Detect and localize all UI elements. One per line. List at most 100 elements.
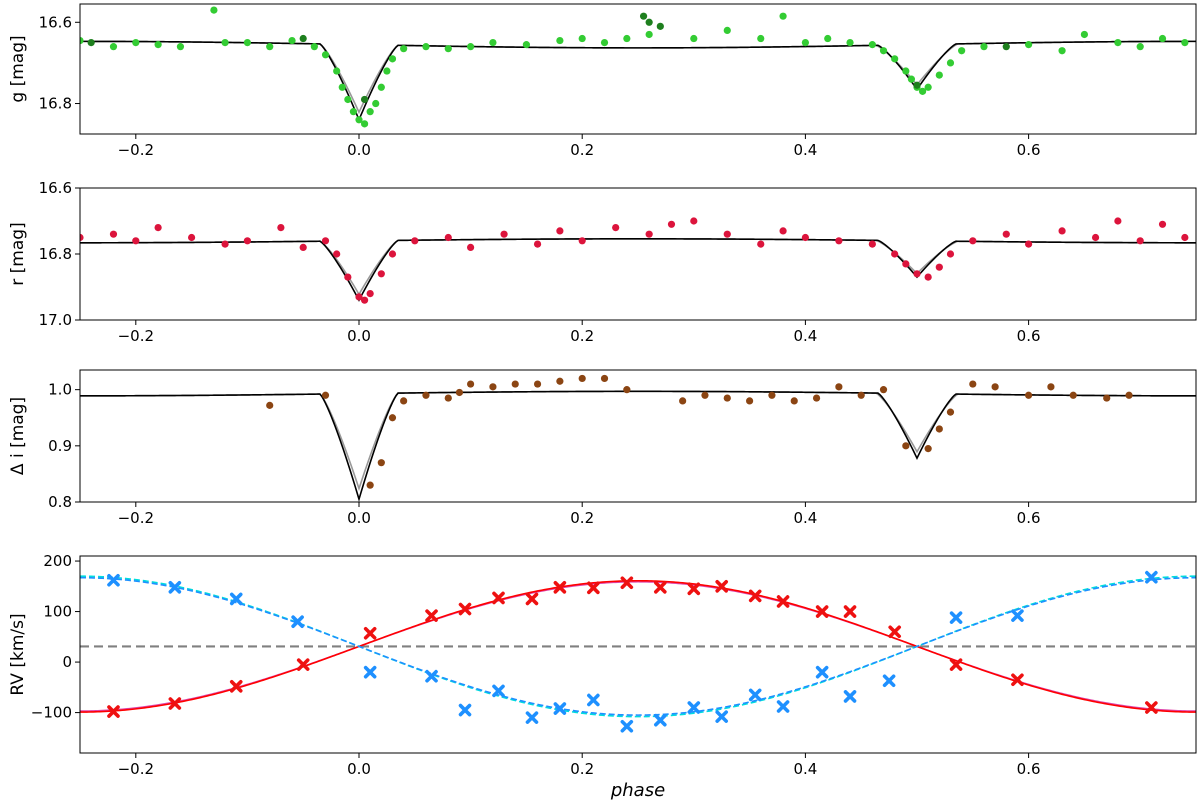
data-point — [321, 51, 330, 59]
data-point — [723, 26, 731, 35]
rv-model-primary — [80, 579, 1196, 713]
rv-measurement-primary — [687, 582, 701, 596]
x-axis-label: phase — [610, 780, 665, 801]
data-point — [388, 55, 397, 63]
rv-measurement-secondary — [620, 719, 634, 733]
data-point — [612, 224, 620, 232]
data-point — [623, 386, 631, 394]
data-point — [360, 296, 369, 304]
rv-measurement-primary — [107, 705, 120, 718]
data-point — [902, 442, 910, 450]
data-point — [645, 30, 653, 39]
data-point — [355, 293, 363, 301]
data-point — [600, 38, 609, 47]
data-point — [188, 233, 196, 242]
model-curve-gray — [80, 40, 1196, 115]
data-point — [946, 250, 955, 258]
rv-measurement-secondary — [492, 684, 505, 698]
y-tick-label: 1.0 — [48, 381, 72, 399]
rv-measurement-secondary — [168, 581, 182, 594]
data-point — [969, 237, 977, 245]
data-point — [946, 408, 955, 416]
rv-measurement-primary — [888, 625, 901, 639]
data-point — [879, 47, 888, 55]
data-point — [623, 34, 631, 43]
rv-measurement-primary — [229, 680, 243, 693]
x-tick-label: 0.6 — [1017, 760, 1041, 778]
rv-measurement-secondary — [776, 700, 790, 713]
x-tick-label: −0.2 — [118, 509, 154, 527]
rv-measurement-secondary — [882, 674, 896, 688]
data-point — [467, 380, 475, 388]
x-tick-label: 0.0 — [347, 141, 371, 159]
x-tick-label: 0.6 — [1017, 141, 1041, 159]
data-point — [383, 67, 391, 75]
data-point — [1103, 394, 1111, 402]
data-point — [1002, 230, 1010, 238]
rv-measurement-secondary — [587, 693, 600, 707]
rv-measurement-primary — [748, 589, 762, 603]
radial-velocity-panel: −0.2 0.0 0.2 0.4 0.6 −100 0 100 200 RV [km/s] phas… — [8, 552, 1197, 801]
data-point — [690, 34, 698, 43]
rv-measurement-secondary — [363, 665, 377, 679]
data-point — [924, 445, 932, 453]
data-point — [690, 217, 698, 225]
data-point — [913, 81, 921, 89]
x-tick-label: −0.2 — [118, 327, 154, 345]
data-point — [344, 273, 352, 281]
rv-measurement-secondary — [291, 615, 304, 628]
rv-measurement-secondary — [843, 690, 857, 703]
rv-measurement-secondary — [458, 703, 472, 717]
rv-measurement-primary — [843, 605, 857, 618]
data-point — [355, 116, 363, 124]
data-point — [1125, 391, 1133, 399]
y-tick-label: 200 — [43, 552, 72, 570]
rv-measurement-secondary — [715, 710, 729, 723]
data-point — [422, 391, 430, 399]
model-curve-black — [80, 238, 1196, 302]
data-point — [388, 250, 397, 258]
data-point — [1136, 43, 1144, 51]
axes-frame — [79, 187, 1197, 321]
data-point — [918, 87, 927, 95]
data-point — [467, 243, 475, 251]
data-point — [812, 394, 821, 402]
data-point — [790, 397, 798, 405]
data-point — [1091, 233, 1100, 242]
rv-measurement-primary — [1011, 673, 1024, 687]
data-point — [924, 273, 932, 281]
x-tick-label: 0.4 — [793, 141, 817, 159]
x-tick-label: 0.2 — [570, 509, 594, 527]
data-point — [489, 383, 497, 391]
data-point — [344, 95, 352, 104]
data-point — [868, 41, 876, 49]
data-point — [377, 459, 385, 467]
rv-measurement-primary — [553, 581, 567, 594]
data-point — [372, 99, 380, 108]
data-point — [645, 230, 653, 238]
data-point — [857, 391, 865, 399]
data-point — [679, 397, 687, 405]
data-point — [946, 59, 955, 67]
y-tick-label: 0.8 — [48, 493, 72, 511]
rv-measurement-primary — [458, 602, 472, 616]
data-point — [299, 34, 307, 43]
rv-measurement-secondary — [1011, 609, 1024, 622]
data-point — [333, 250, 341, 258]
data-point — [723, 230, 731, 238]
data-point — [639, 12, 648, 20]
model-curve-black — [80, 390, 1196, 502]
data-point — [1136, 237, 1144, 245]
data-point — [349, 108, 358, 116]
rv-measurement-secondary — [949, 611, 963, 624]
data-point — [444, 394, 452, 402]
data-point — [757, 34, 765, 43]
data-point — [779, 12, 787, 20]
rv-measurement-primary — [776, 595, 790, 608]
data-point — [500, 230, 508, 238]
data-point — [578, 237, 586, 245]
data-point — [902, 67, 910, 75]
r-band-panel: −0.2 0.0 0.2 0.4 0.6 16.6 16.8 17.0 r [mag] — [8, 179, 1197, 345]
rv-measurement-primary — [363, 626, 377, 640]
data-point — [288, 36, 296, 45]
